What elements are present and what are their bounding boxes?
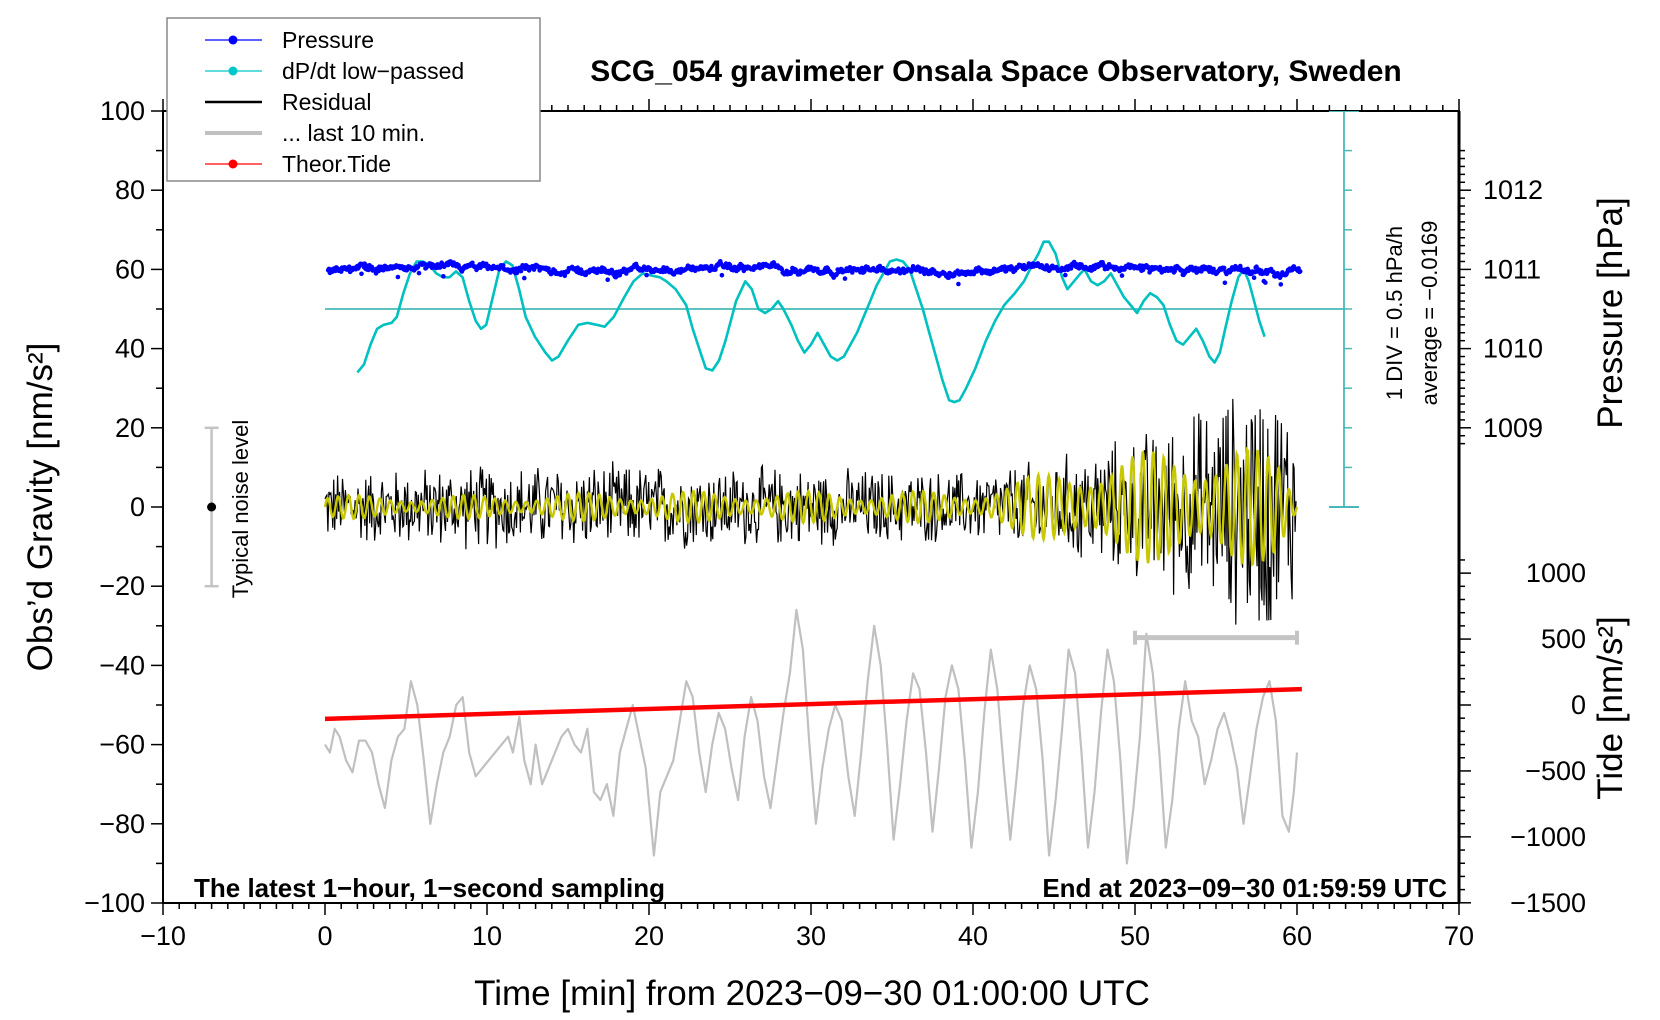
series-theor-tide [324, 686, 1302, 722]
x-axis: −10 0 10 20 30 40 50 60 70 [140, 99, 1474, 951]
y-axis-left-title: Obs’d Gravity [nm/s²] [21, 343, 60, 672]
series-residual-filtered [323, 446, 1299, 567]
pressure-point [441, 274, 446, 279]
annotation-layer [204, 426, 1299, 645]
x-tick-label: 60 [1282, 921, 1312, 951]
pressure-point [727, 262, 733, 268]
pressure-point [522, 275, 527, 281]
tide-axis-title: Tide [nm/s²] [1591, 616, 1630, 799]
y-tick-label-left: 60 [115, 254, 145, 284]
y-tick-label-left: 0 [130, 492, 145, 522]
tide-tick-label: −1500 [1510, 888, 1586, 918]
tide-tick-label: 1000 [1526, 558, 1586, 588]
pressure-point [842, 276, 848, 281]
x-axis-title: Time [min] from 2023−09−30 01:00:00 UTC [474, 974, 1150, 1013]
tide-tick-label: −1000 [1510, 822, 1586, 852]
pressure-point [546, 266, 551, 271]
pressure-point [1221, 265, 1227, 271]
dpdt-average-label: average = −0.0169 [1417, 221, 1442, 406]
series-pressure [325, 259, 1303, 287]
legend-box [166, 17, 541, 182]
y-tick-label-left: −80 [99, 809, 145, 839]
pressure-point [1238, 263, 1243, 269]
scale-div-label: 1 DIV = 0.5 hPa/h [1382, 226, 1407, 400]
noise-level-label: Typical noise level [228, 420, 253, 599]
pressure-tick-label: 1012 [1483, 175, 1543, 205]
legend-label: dP/dt low−passed [282, 58, 464, 84]
x-tick-label: 10 [472, 921, 502, 951]
legend-label: ... last 10 min. [282, 120, 425, 146]
pressure-point [1119, 273, 1125, 278]
y-tick-label-left: −40 [99, 650, 145, 680]
x-tick-label: 70 [1444, 921, 1474, 951]
end-time-note: End at 2023−09−30 01:59:59 UTC [1042, 873, 1447, 903]
series-last-10-min [324, 608, 1299, 865]
x-tick-label: 20 [634, 921, 664, 951]
pressure-point [956, 281, 961, 287]
legend-label: Residual [282, 89, 372, 115]
residual-filtered-line [323, 446, 1299, 567]
pressure-axis-title: Pressure [hPa] [1591, 197, 1630, 429]
y-tick-label-left: 100 [100, 96, 145, 126]
pressure-point [500, 263, 506, 268]
pressure-point [1263, 280, 1268, 285]
pressure-point [644, 272, 649, 278]
pressure-point [1211, 266, 1216, 272]
y-axis-right: 1012 1011 1010 1009 1000 500 0 −500 −1000 −1500 [1457, 111, 1586, 918]
pressure-point [719, 272, 725, 278]
pressure-point [1251, 275, 1257, 281]
pressure-tick-label: 1009 [1483, 413, 1543, 443]
theor-tide-line [324, 686, 1302, 722]
pressure-point [1278, 282, 1284, 287]
legend-swatch-marker [228, 159, 238, 169]
chart-title: SCG_054 gravimeter Onsala Space Observat… [590, 55, 1402, 88]
pressure-point [416, 270, 422, 276]
pressure-point [359, 271, 364, 277]
legend-label: Pressure [282, 27, 374, 53]
y-tick-label-left: 40 [115, 334, 145, 364]
x-tick-label: 0 [317, 921, 332, 951]
pressure-point [617, 272, 623, 278]
pressure-point [395, 274, 401, 280]
x-tick-label: 30 [796, 921, 826, 951]
legend-swatch-marker [228, 66, 238, 76]
y-tick-label-left: 80 [115, 175, 145, 205]
y-axis-left-title-text: Obs’d Gravity [nm/s²] [21, 343, 60, 672]
legend-swatch-marker [228, 35, 238, 45]
series-dpdt [325, 111, 1359, 508]
x-tick-label: 40 [958, 921, 988, 951]
dpdt-line [356, 240, 1266, 404]
legend-label: Theor.Tide [282, 151, 391, 177]
sampling-note: The latest 1−hour, 1−second sampling [194, 873, 665, 903]
pressure-point [605, 277, 610, 283]
pressure-point [518, 268, 524, 274]
legend: Pressure dP/dt low−passed Residual ... last… [166, 17, 541, 182]
pressure-point [850, 270, 855, 275]
last-10-min-line [324, 608, 1299, 865]
pressure-point [1297, 269, 1303, 274]
pressure-point [1063, 272, 1068, 278]
y-tick-label-left: 20 [115, 413, 145, 443]
y-tick-label-left: −100 [84, 888, 145, 918]
pressure-point [1222, 280, 1228, 286]
pressure-tick-label: 1010 [1483, 334, 1543, 364]
x-tick-label: 50 [1120, 921, 1150, 951]
y-tick-label-left: −60 [99, 730, 145, 760]
pressure-tick-label: 1011 [1483, 254, 1541, 284]
tide-tick-label: 500 [1541, 624, 1586, 654]
y-axis-left: 100 80 60 40 20 0 −20 −40 −60 −80 −100 [84, 96, 163, 918]
tide-tick-label: 0 [1571, 690, 1586, 720]
tide-tick-label: −500 [1525, 756, 1586, 786]
pressure-point [562, 273, 568, 279]
y-tick-label-left: −20 [99, 571, 145, 601]
x-tick-label: −10 [140, 921, 186, 951]
noise-bar-center-dot [207, 502, 217, 512]
pressure-point [859, 265, 865, 271]
pressure-point [1271, 269, 1276, 275]
